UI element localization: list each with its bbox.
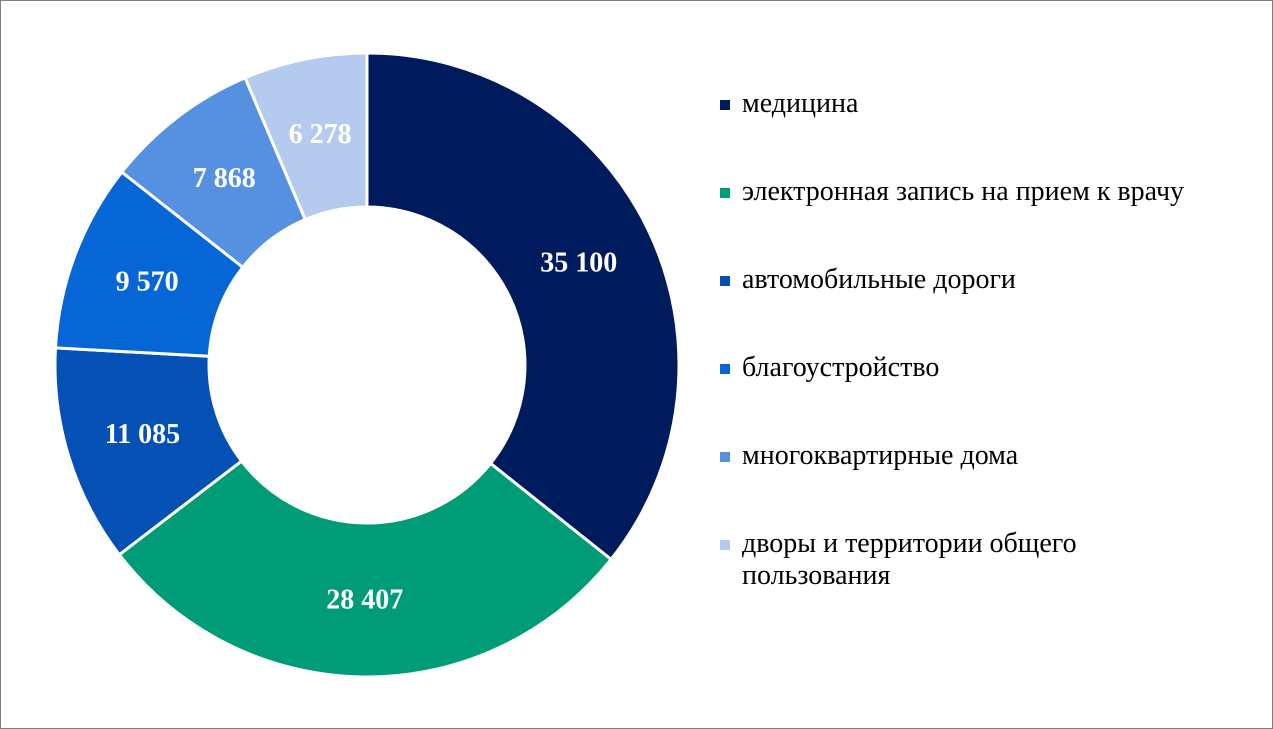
chart-legend: медицина электронная запись на прием к вр… [718, 88, 1238, 628]
legend-item: автомобильные дороги [718, 264, 1262, 296]
legend-label: благоустройство [742, 352, 940, 383]
legend-swatch [720, 276, 730, 286]
legend-label: автомобильные дороги [742, 264, 1016, 295]
legend-label: медицина [742, 88, 859, 119]
slice-value-label: 28 407 [326, 584, 403, 615]
legend-label: многоквартирные дома [742, 440, 1019, 471]
slice-value-label: 6 278 [289, 119, 352, 150]
donut-slice [53, 346, 244, 557]
slice-value-label: 35 100 [540, 247, 617, 278]
donut-slice [117, 458, 614, 679]
slice-value-label: 11 085 [105, 419, 180, 450]
legend-label: электронная запись на прием к врачу [742, 176, 1185, 207]
legend-item: дворы и территории общего пользования [718, 528, 1142, 592]
legend-swatch [720, 100, 730, 110]
legend-item: благоустройство [718, 352, 1262, 384]
donut-slice [365, 51, 681, 562]
legend-label: дворы и территории общего пользования [742, 528, 1077, 591]
legend-item: электронная запись на прием к врачу [718, 176, 1262, 208]
legend-item: многоквартирные дома [718, 440, 1262, 472]
legend-swatch [720, 364, 730, 374]
legend-item: медицина [718, 88, 1262, 120]
slice-value-label: 9 570 [116, 267, 179, 298]
slice-value-label: 7 868 [193, 163, 256, 194]
legend-swatch [720, 540, 730, 550]
legend-swatch [720, 452, 730, 462]
legend-swatch [720, 188, 730, 198]
donut-slice [243, 51, 369, 222]
